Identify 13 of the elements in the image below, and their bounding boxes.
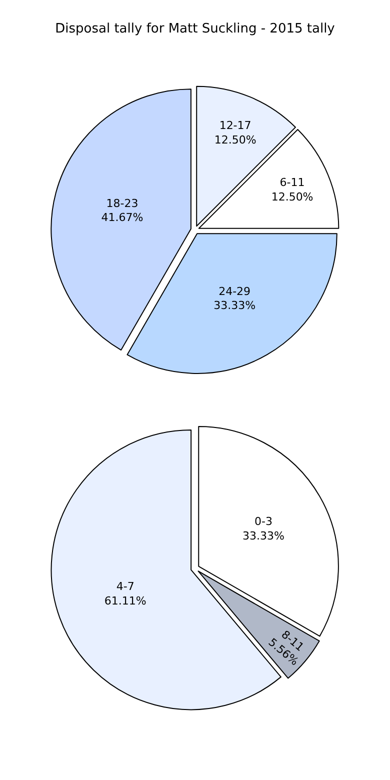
slice-label: 12-17: [219, 119, 252, 132]
slice-label: 24-29: [218, 284, 251, 298]
data-label: 41.67%: [101, 211, 144, 224]
data-label: 12.50%: [271, 190, 314, 204]
slice-label: 6-11: [280, 176, 305, 190]
slice-label: 4-7: [116, 580, 134, 594]
slice-label: 18-23: [106, 196, 138, 210]
slice-label: 0-3: [254, 515, 272, 528]
data-label: 12.50%: [214, 133, 256, 146]
chart-title: Disposal tally for Matt Suckling - 2015 tally: [55, 22, 336, 36]
data-label: 33.33%: [214, 299, 256, 312]
data-label: 61.11%: [104, 594, 146, 608]
data-label: 33.33%: [242, 529, 284, 542]
